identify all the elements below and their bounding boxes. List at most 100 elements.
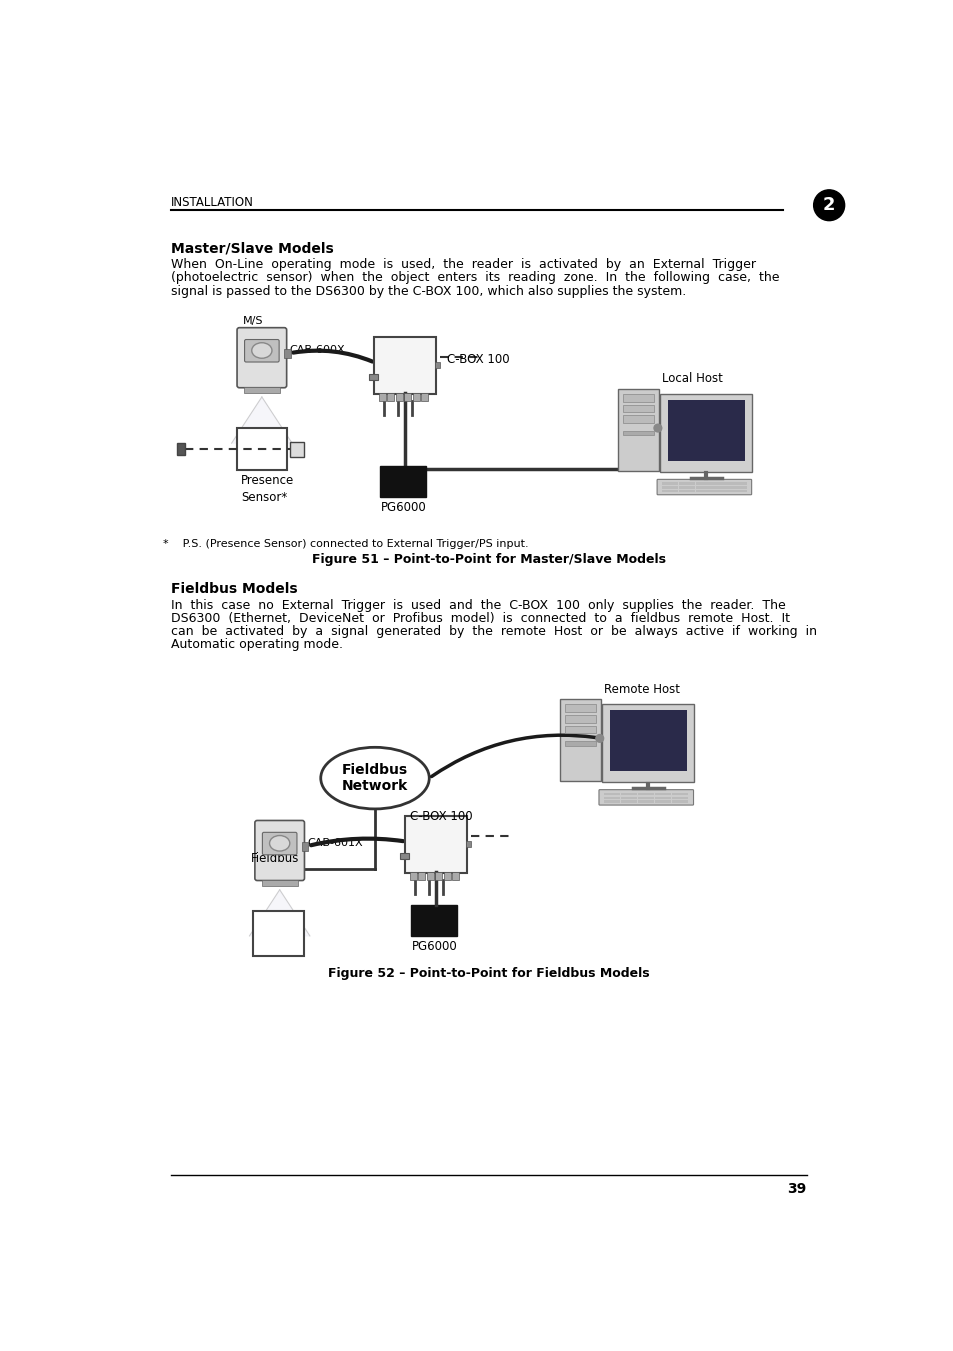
- Bar: [720, 490, 729, 493]
- FancyBboxPatch shape: [559, 698, 599, 781]
- Text: PG6000: PG6000: [412, 940, 457, 952]
- Text: M/S: M/S: [243, 316, 263, 326]
- Bar: [629, 797, 637, 798]
- Bar: [661, 482, 669, 485]
- Bar: [421, 393, 428, 401]
- Bar: [564, 704, 596, 712]
- Bar: [603, 797, 611, 798]
- Bar: [645, 797, 654, 798]
- Bar: [703, 490, 712, 493]
- Bar: [671, 797, 679, 798]
- Bar: [244, 386, 279, 393]
- Bar: [620, 793, 628, 794]
- Bar: [236, 428, 287, 470]
- Ellipse shape: [252, 343, 272, 358]
- Text: can  be  activated  by  a  signal  generated  by  the  remote  Host  or  be  alw: can be activated by a signal generated b…: [171, 626, 817, 638]
- Text: INSTALLATION: INSTALLATION: [171, 196, 253, 208]
- Bar: [679, 793, 688, 794]
- Text: signal is passed to the DS6300 by the C-BOX 100, which also supplies the system.: signal is passed to the DS6300 by the C-…: [171, 285, 686, 297]
- Bar: [637, 793, 645, 794]
- Bar: [712, 490, 720, 493]
- Bar: [695, 482, 703, 485]
- Bar: [443, 871, 451, 880]
- Bar: [661, 486, 669, 489]
- Bar: [679, 800, 688, 802]
- Text: 39: 39: [786, 1182, 806, 1196]
- Text: Local Host: Local Host: [661, 373, 721, 385]
- Text: DS6300  (Ethernet,  DeviceNet  or  Profibus  model)  is  connected  to  a  field: DS6300 (Ethernet, DeviceNet or Profibus …: [171, 612, 789, 624]
- Bar: [654, 800, 662, 802]
- Bar: [435, 871, 442, 880]
- FancyBboxPatch shape: [254, 820, 304, 881]
- Bar: [637, 800, 645, 802]
- Text: Presence
Sensor*: Presence Sensor*: [241, 474, 294, 504]
- Text: Figure 51 – Point-to-Point for Master/Slave Models: Figure 51 – Point-to-Point for Master/Sl…: [312, 554, 665, 566]
- FancyBboxPatch shape: [374, 336, 436, 394]
- Bar: [612, 793, 619, 794]
- Bar: [609, 711, 686, 771]
- Text: CAB-601X: CAB-601X: [307, 838, 363, 848]
- Bar: [670, 490, 678, 493]
- Bar: [395, 393, 402, 401]
- Bar: [703, 486, 712, 489]
- Polygon shape: [232, 397, 292, 443]
- Bar: [686, 486, 695, 489]
- Bar: [738, 482, 746, 485]
- Bar: [645, 800, 654, 802]
- Bar: [712, 482, 720, 485]
- Circle shape: [596, 735, 603, 742]
- Bar: [564, 725, 596, 734]
- Bar: [661, 490, 669, 493]
- Bar: [435, 362, 439, 369]
- Bar: [667, 400, 744, 461]
- Bar: [622, 431, 654, 435]
- Bar: [729, 486, 738, 489]
- Text: Automatic operating mode.: Automatic operating mode.: [171, 638, 343, 651]
- Bar: [695, 490, 703, 493]
- Bar: [662, 793, 671, 794]
- Bar: [720, 486, 729, 489]
- Bar: [410, 871, 416, 880]
- Bar: [662, 800, 671, 802]
- Bar: [629, 800, 637, 802]
- Bar: [466, 842, 471, 847]
- Text: Figure 52 – Point-to-Point for Fieldbus Models: Figure 52 – Point-to-Point for Fieldbus …: [328, 967, 649, 979]
- Bar: [637, 797, 645, 798]
- Bar: [686, 482, 695, 485]
- FancyBboxPatch shape: [244, 339, 279, 362]
- Circle shape: [654, 424, 661, 432]
- Bar: [603, 800, 611, 802]
- Bar: [378, 393, 385, 401]
- Bar: [671, 800, 679, 802]
- Text: 2: 2: [822, 196, 835, 215]
- Polygon shape: [249, 890, 310, 936]
- Bar: [712, 486, 720, 489]
- Bar: [679, 486, 686, 489]
- Bar: [670, 482, 678, 485]
- Bar: [413, 393, 419, 401]
- Bar: [645, 793, 654, 794]
- Bar: [729, 482, 738, 485]
- Bar: [738, 490, 746, 493]
- Bar: [686, 490, 695, 493]
- FancyBboxPatch shape: [601, 704, 694, 782]
- Bar: [564, 715, 596, 723]
- FancyBboxPatch shape: [399, 852, 409, 859]
- Bar: [452, 871, 459, 880]
- Bar: [612, 800, 619, 802]
- Bar: [261, 880, 297, 886]
- Bar: [738, 486, 746, 489]
- Bar: [679, 797, 688, 798]
- FancyBboxPatch shape: [657, 480, 751, 494]
- FancyBboxPatch shape: [369, 374, 377, 380]
- Bar: [622, 394, 654, 401]
- Text: In  this  case  no  External  Trigger  is  used  and  the  C-BOX  100  only  sup: In this case no External Trigger is used…: [171, 598, 785, 612]
- Ellipse shape: [270, 835, 290, 851]
- Bar: [253, 912, 303, 957]
- Bar: [622, 416, 654, 423]
- Text: CAB-600X: CAB-600X: [290, 346, 345, 355]
- Bar: [284, 349, 291, 358]
- Bar: [620, 800, 628, 802]
- Text: C-BOX 100: C-BOX 100: [410, 811, 472, 824]
- FancyBboxPatch shape: [405, 816, 467, 873]
